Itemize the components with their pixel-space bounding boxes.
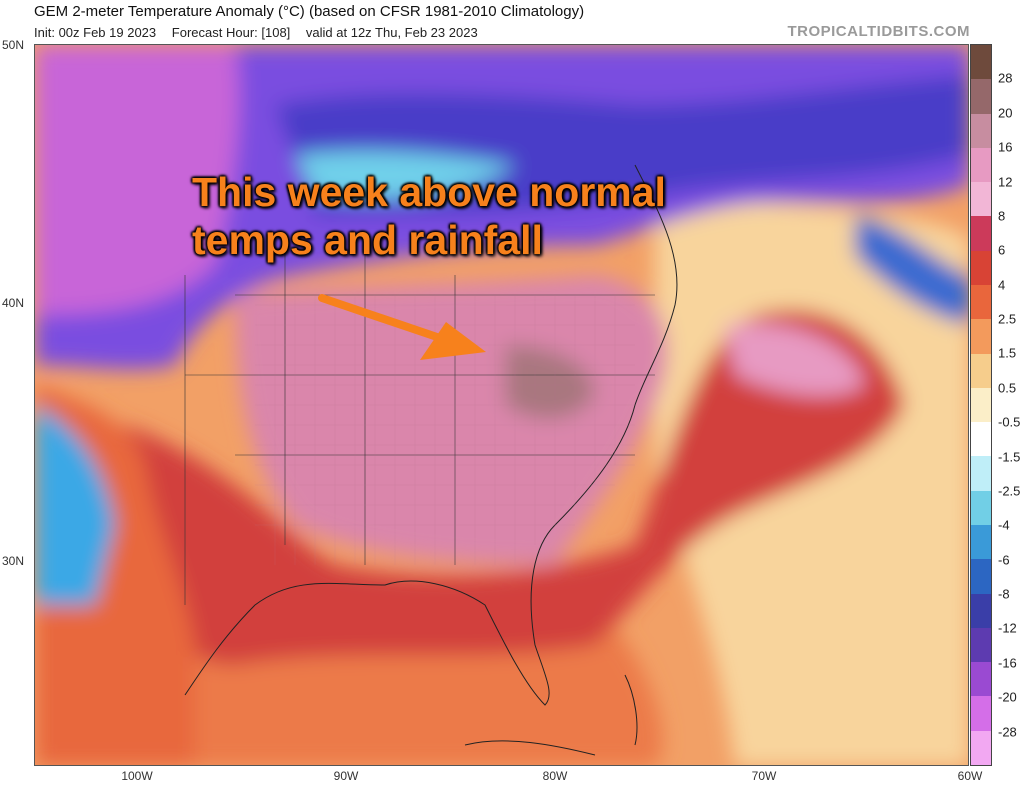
colorbar-segment [971,387,991,423]
colorbar-segment [971,353,991,388]
forecast-hour: Forecast Hour: [108] [171,25,291,40]
colorbar-segment [971,627,991,663]
colorbar-segment [971,147,991,183]
colorbar-tick-label: 6 [998,242,1006,258]
colorbar-tick-label: -6 [998,552,1010,568]
colorbar-tick-label: 16 [998,139,1013,155]
brand-watermark: TROPICALTIDBITS.COM [787,23,970,40]
lon-label-80w: 80W [542,769,568,783]
red-anomaly-band [125,309,905,665]
lon-label-70w: 70W [751,769,777,783]
colorbar-segment [971,182,991,217]
colorbar-segment [971,250,991,285]
cyan-anomaly-lakes [295,150,515,199]
colorbar-tick-label: -0.5 [998,414,1021,430]
cold-anomaly-texas [35,405,115,605]
colorbar-tick-label: 0.5 [998,380,1017,396]
colorbar-tick-label: 1.5 [998,345,1017,361]
map-title: GEM 2-meter Temperature Anomaly (°C) (ba… [34,3,585,20]
colorbar-segment [971,216,991,251]
pink-anomaly-atlantic [725,323,865,396]
colorbar-tick-label: -8 [998,586,1010,602]
lon-label-100w: 100W [121,769,153,783]
lon-label-60w: 60W [957,769,983,783]
map-subtitle: Init: 00z Feb 19 2023 Forecast Hour: [10… [34,25,490,40]
colorbar-segment [971,422,991,457]
colorbar-tick-label: 4 [998,277,1006,293]
lat-label-30n: 30N [2,554,25,568]
map-canvas [35,45,968,765]
colorbar-segment [971,696,991,731]
magenta-anomaly-plains [35,45,239,315]
colorbar-segment [971,490,991,525]
colorbar-tick-label: -12 [998,620,1017,636]
colorbar-tick-label: -4 [998,517,1010,533]
colorbar-segment [971,730,991,765]
colorbar-tick-label: -20 [998,689,1017,705]
colorbar-tick-label: -1.5 [998,449,1021,465]
colorbar [970,44,992,766]
colorbar-segment [971,456,991,491]
colorbar-segment [971,79,991,114]
coastline [184,164,678,706]
colorbar-segment [971,45,991,80]
lat-label-50n: 50N [2,38,25,52]
colorbar-tick-label: -28 [998,724,1017,740]
annotation-line-2: temps and rainfall [192,217,543,263]
colorbar-segment [971,319,991,354]
colorbar-tick-label: 2.5 [998,311,1017,327]
colorbar-segment [971,559,991,594]
colorbar-tick-label: -2.5 [998,483,1021,499]
colorbar-tick-label: 20 [998,105,1013,121]
brown-anomaly-appalachia [505,345,595,419]
cold-anomaly-nova-scotia [855,215,968,325]
init-time: Init: 00z Feb 19 2023 [34,25,157,40]
anomaly-map [34,44,969,766]
colorbar-segment [971,284,991,320]
colorbar-segment [971,524,991,560]
caribbean-coast [464,674,638,756]
annotation-text: This week above normal temps and rainfal… [192,168,666,264]
colorbar-tick-label: -16 [998,655,1017,671]
colorbar-segment [971,593,991,628]
colorbar-tick-label: 28 [998,70,1013,86]
pink-anomaly-core [235,275,668,565]
colorbar-segment [971,113,991,148]
valid-time: valid at 12z Thu, Feb 23 2023 [305,25,478,40]
lat-label-40n: 40N [2,296,25,310]
lon-label-90w: 90W [333,769,359,783]
colorbar-tick-label: 12 [998,174,1013,190]
annotation-line-1: This week above normal [192,169,666,215]
colorbar-segment [971,662,991,697]
colorbar-tick-label: 8 [998,208,1006,224]
